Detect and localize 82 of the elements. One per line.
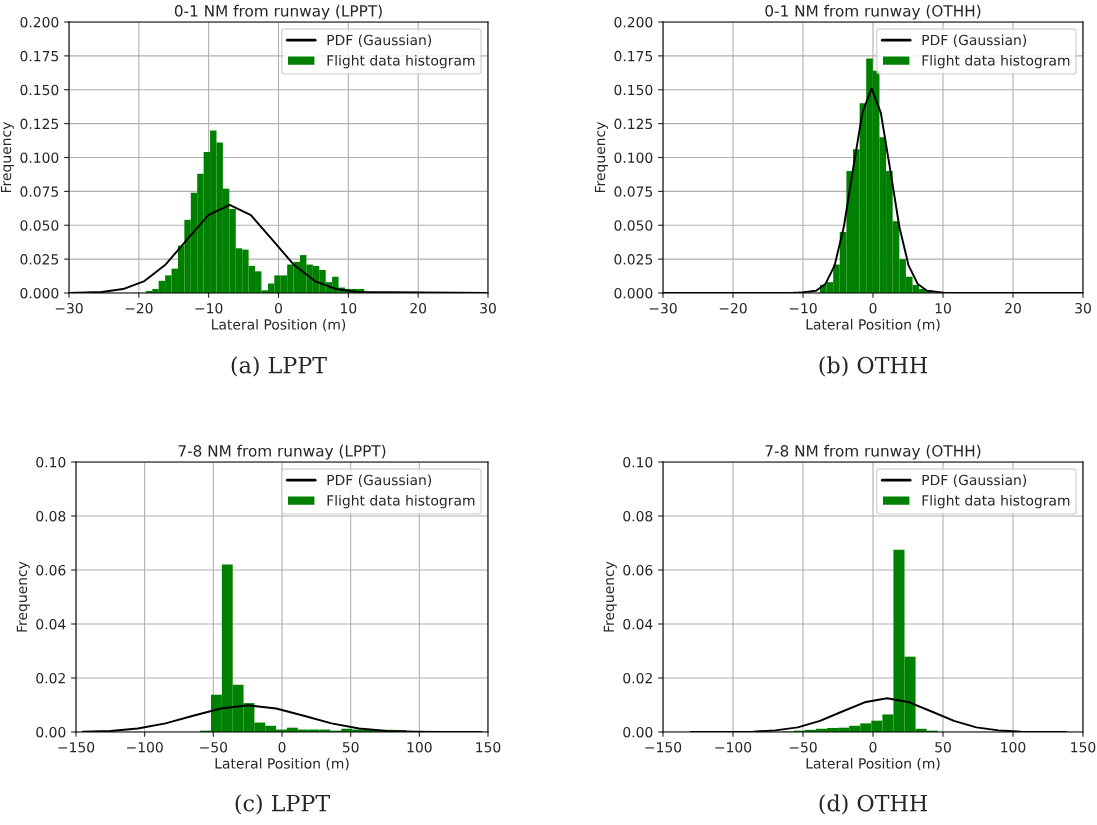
text: (d) OTHH [819,794,927,815]
y-tick-label: 0.000 [20,287,59,299]
x-axis-title: Lateral Position (m) [806,318,940,332]
y-tick-label: 0.08 [36,510,66,522]
y-axis-title: Frequency [603,561,617,632]
x-tick-label: −50 [789,741,817,753]
x-tick-label: 0 [869,302,877,314]
legend-label: Flight data histogram [327,54,475,69]
y-tick-label: 0.075 [20,186,59,197]
legend-label: PDF (Gaussian) [922,34,1027,47]
y-tick-label: 0.100 [20,152,59,163]
y-tick-label: 0.175 [614,50,653,62]
y-tick-label: 0.175 [20,50,59,62]
legend-label: PDF (Gaussian) [327,34,432,47]
x-axis-title: Lateral Position (m) [215,757,349,771]
x-tick-label: 30 [480,302,496,314]
text: (a) LPPT [231,356,327,377]
x-tick-label: −150 [58,741,95,753]
x-tick-label: 30 [1075,302,1091,314]
y-tick-label: 0.200 [20,16,59,28]
x-axis-title: Lateral Position (m) [806,757,940,771]
x-tick-label: 50 [935,741,951,753]
x-tick-label: −20 [125,302,153,314]
x-tick-label: −30 [55,302,83,314]
y-tick-label: 0.00 [36,726,66,738]
y-tick-label: 0.04 [36,618,66,630]
y-tick-label: 0.200 [614,16,653,28]
x-tick-label: −150 [645,741,682,753]
x-tick-label: 20 [1005,302,1021,314]
y-tick-label: 0.050 [20,220,59,231]
chart-title: 7-8 NM from runway (LPPT) [178,444,386,460]
legend-label: Flight data histogram [922,54,1070,69]
y-tick-label: 0.04 [623,618,653,630]
x-tick-label: −100 [715,741,752,753]
chart-title: 7-8 NM from runway (OTHH) [765,444,981,460]
x-tick-label: 10 [341,302,357,314]
x-tick-label: 0 [275,302,282,314]
y-tick-label: 0.000 [614,287,653,299]
x-tick-label: 20 [410,302,427,314]
x-tick-label: 150 [476,741,501,753]
x-tick-label: 150 [1071,741,1096,753]
x-tick-label: 50 [342,741,359,753]
y-tick-label: 0.10 [36,456,66,468]
legend-label: PDF (Gaussian) [327,474,432,487]
y-tick-label: 0.150 [20,84,59,96]
y-tick-label: 0.08 [623,510,653,522]
x-tick-label: 100 [407,741,432,753]
chart-title: 0-1 NM from runway (LPPT) [174,4,382,20]
legend-label: PDF (Gaussian) [922,474,1027,487]
y-tick-label: 0.06 [623,564,653,576]
x-tick-label: −10 [195,302,223,314]
legend-label: Flight data histogram [922,494,1070,509]
y-tick-label: 0.02 [623,672,652,684]
y-tick-label: 0.025 [614,254,653,265]
y-tick-label: 0.00 [623,726,653,738]
y-tick-label: 0.06 [36,564,66,576]
y-tick-label: 0.10 [623,456,653,468]
y-axis-title: Frequency [0,122,14,193]
text: (c) LPPT [235,794,330,815]
x-tick-label: −30 [649,302,677,314]
y-tick-label: 0.100 [614,152,653,163]
text: (b) OTHH [819,356,927,377]
y-tick-label: 0.025 [20,254,59,265]
chart-title: 0-1 NM from runway (OTHH) [765,4,981,20]
x-tick-label: 100 [1001,741,1026,753]
x-tick-label: −100 [127,741,163,753]
x-tick-label: −50 [200,741,228,753]
y-axis-title: Frequency [16,561,30,632]
y-axis-title: Frequency [594,122,608,193]
x-tick-label: −10 [789,302,817,314]
y-tick-label: 0.125 [614,118,653,130]
x-tick-label: 10 [935,302,951,314]
y-tick-label: 0.125 [20,118,59,130]
x-tick-label: 0 [869,741,877,753]
y-tick-label: 0.075 [614,186,653,197]
x-axis-title: Lateral Position (m) [212,318,346,332]
x-tick-label: −20 [719,302,747,314]
legend-label: Flight data histogram [327,494,475,509]
y-tick-label: 0.02 [36,672,65,684]
y-tick-label: 0.150 [614,84,653,96]
x-tick-label: 0 [278,741,286,753]
y-tick-label: 0.050 [614,220,653,231]
